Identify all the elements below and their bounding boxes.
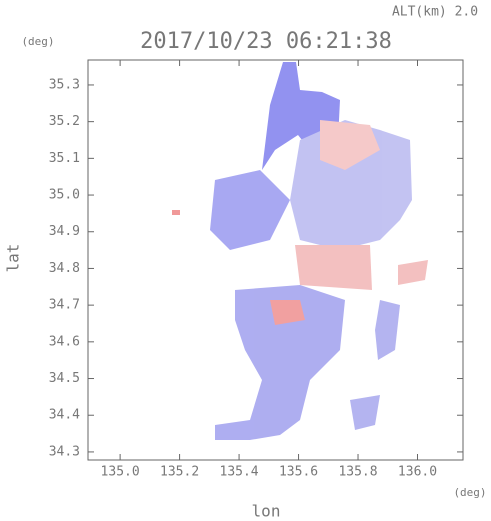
x-tick-label: 136.0 (398, 465, 437, 480)
y-tick-label: 34.7 (49, 298, 80, 313)
subtitle: ALT(km) 2.0 (392, 5, 478, 20)
x-tick-label: 135.2 (160, 465, 199, 480)
x-tick-label: 135.4 (220, 465, 259, 480)
plot-frame (87, 59, 464, 461)
y-tick-label: 34.3 (49, 444, 80, 459)
y-tick-label: 34.4 (49, 408, 80, 423)
y-tick-label: 35.3 (49, 77, 80, 92)
y-tick-label: 34.8 (49, 261, 80, 276)
y-tick-label: 34.5 (49, 371, 80, 386)
y-unit: (deg) (21, 35, 54, 48)
y-tick-label: 35.2 (49, 114, 80, 129)
chart-title: 2017/10/23 06:21:38 (140, 29, 392, 54)
y-tick-label: 35.1 (49, 151, 80, 166)
radar-echo (172, 62, 428, 440)
x-unit: (deg) (453, 486, 486, 499)
x-axis-label: lon (252, 502, 281, 521)
x-tick-label: 135.6 (279, 465, 318, 480)
x-tick-label: 135.0 (101, 465, 140, 480)
y-axis-label: lat (4, 244, 23, 273)
x-tick-label: 135.8 (338, 465, 377, 480)
y-tick-label: 34.6 (49, 334, 80, 349)
y-tick-label: 34.9 (49, 224, 80, 239)
y-tick-label: 35.0 (49, 188, 80, 203)
